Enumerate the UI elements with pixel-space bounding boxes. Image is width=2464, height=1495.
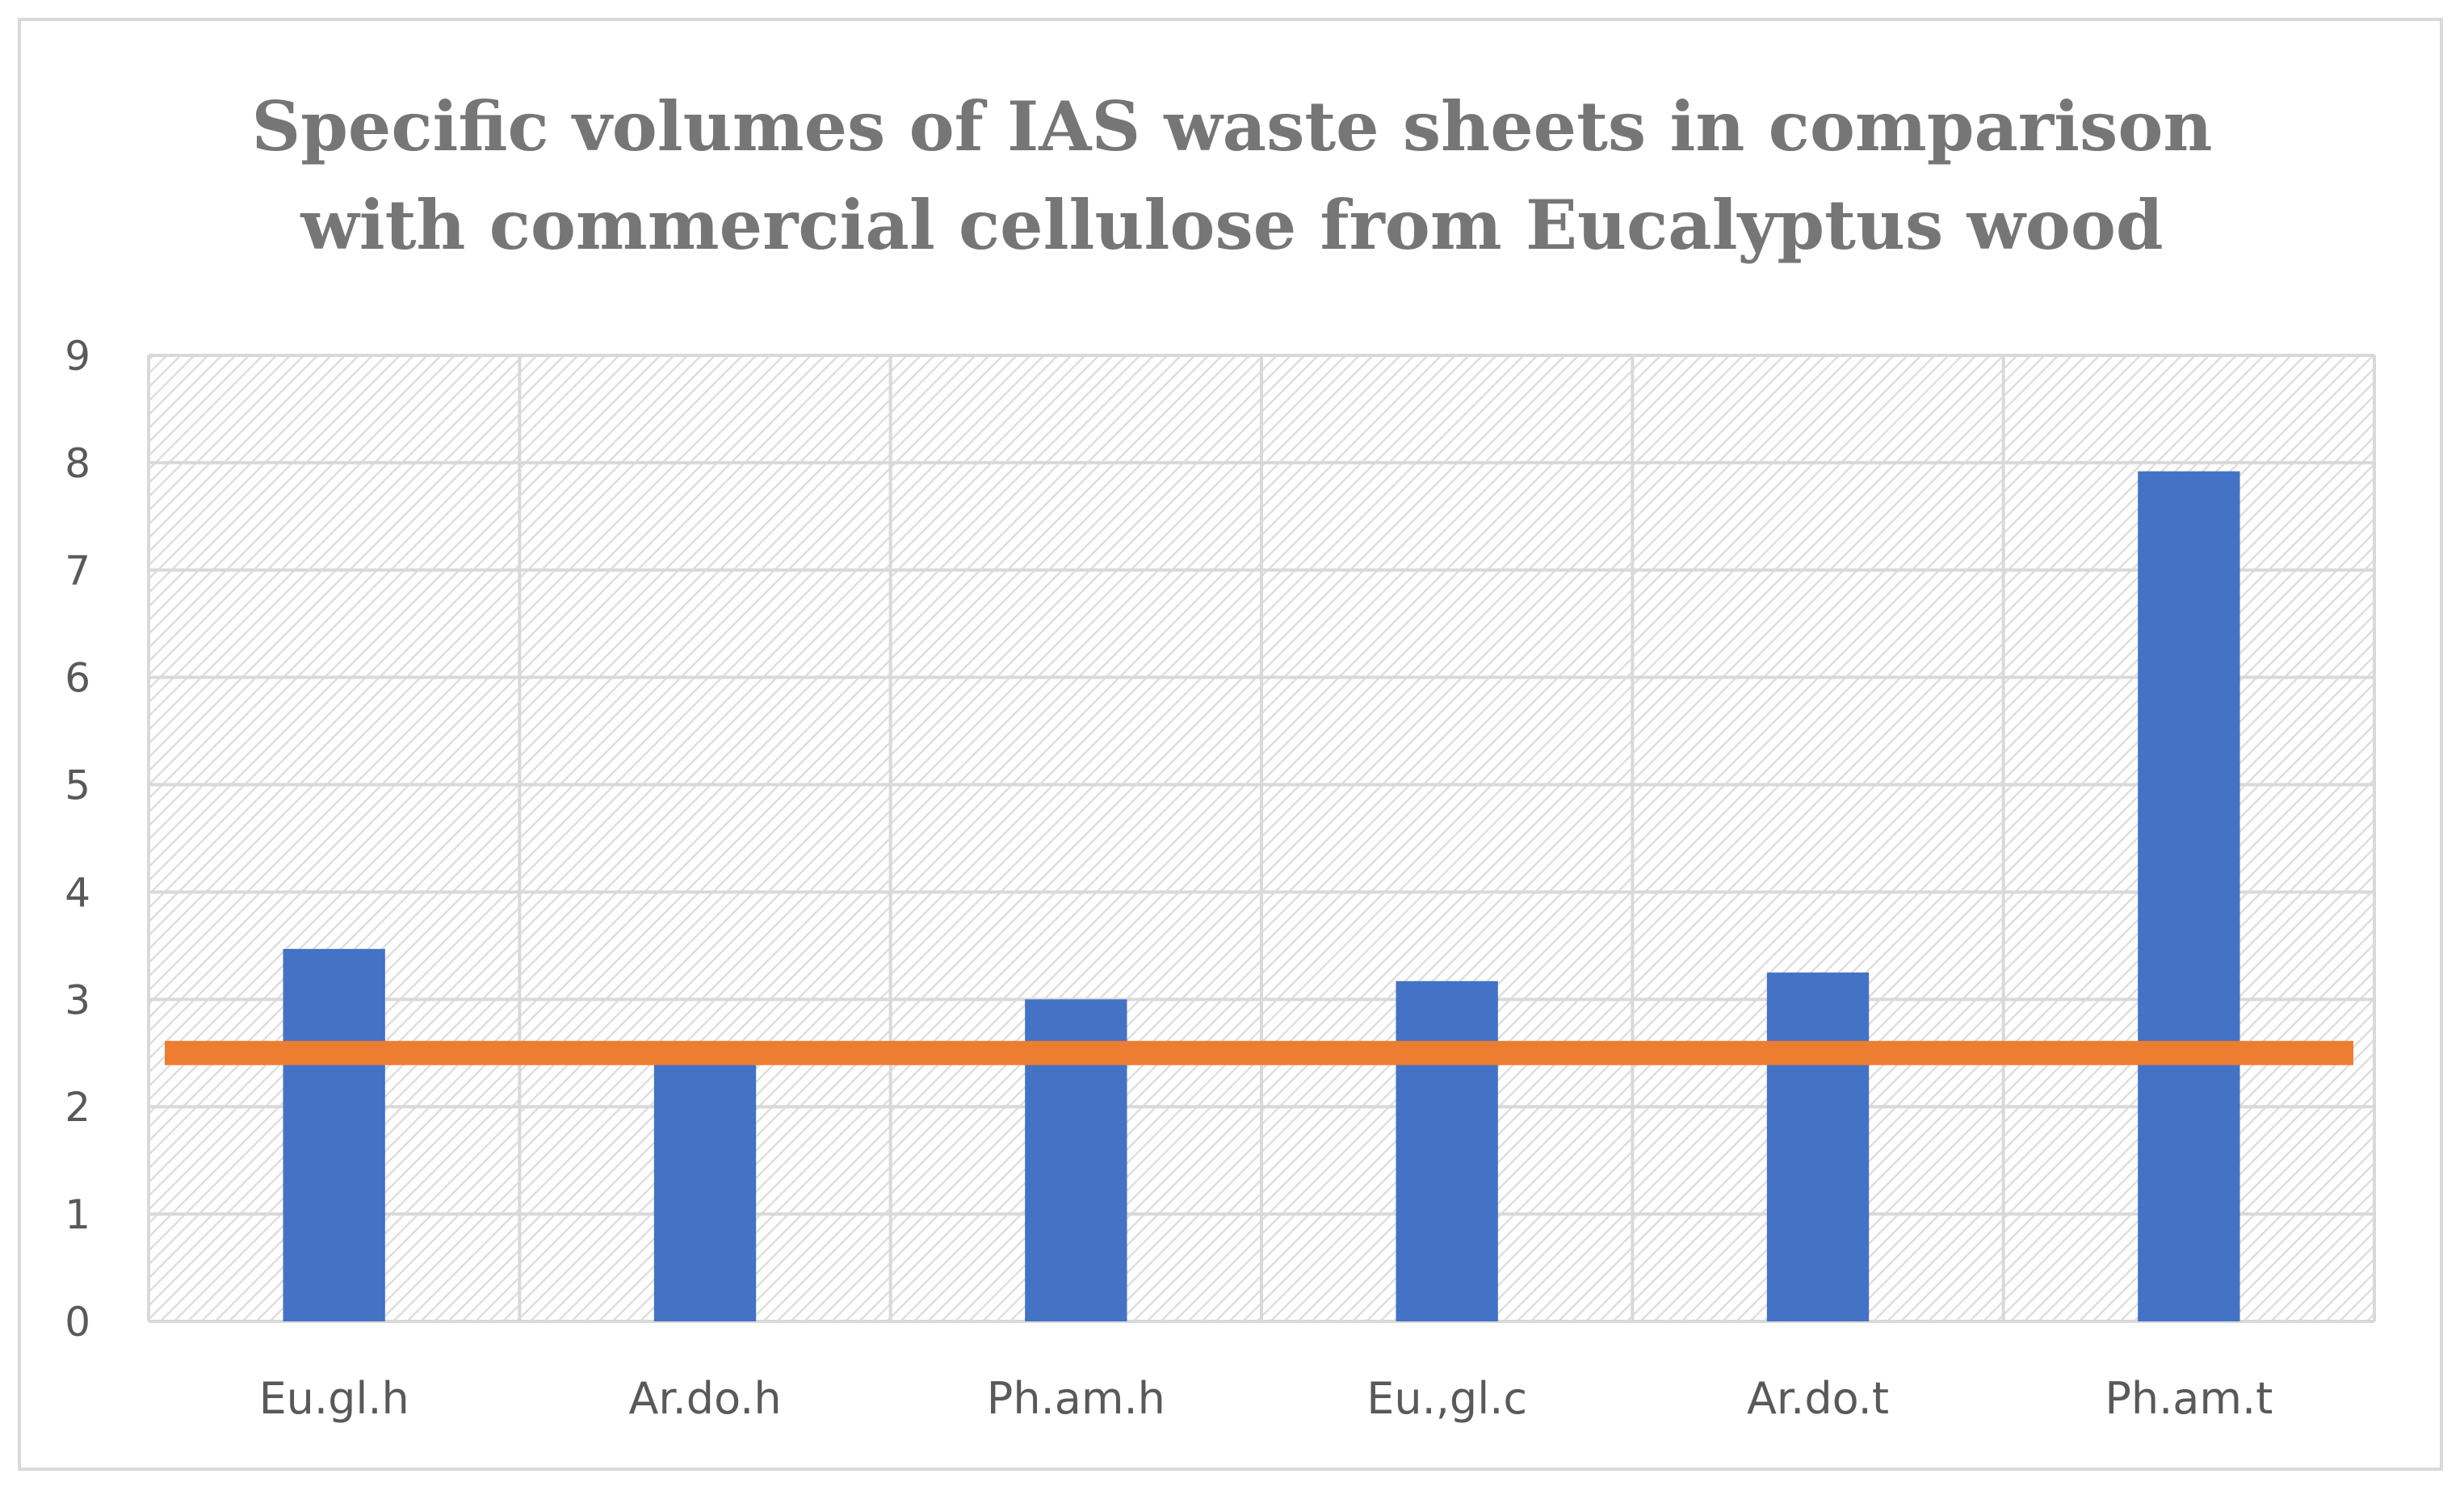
x-tick-label: Ar.do.h [628,1373,781,1424]
x-tick-label: Ph.am.t [2105,1373,2273,1424]
y-tick-label: 8 [65,440,90,487]
x-tick-label: Ar.do.t [1747,1373,1889,1424]
y-tick-label: 5 [65,762,90,809]
gridlines [147,354,2376,1323]
y-tick-label: 2 [65,1084,90,1131]
y-tick-label: 0 [65,1299,90,1346]
y-tick-label: 1 [65,1191,90,1238]
y-tick-label: 9 [65,333,90,380]
bar [283,948,385,1321]
x-axis-ticks: Eu.gl.h Ar.do.h Ph.am.h Eu.,gl.c Ar.do.t Ph.a… [259,1373,2273,1424]
y-tick-label: 4 [65,869,90,916]
bar [653,1058,757,1321]
y-tick-label: 7 [65,548,90,594]
x-tick-label: Ph.am.h [987,1373,1165,1424]
x-tick-label: Eu.gl.h [259,1373,409,1424]
bar [1766,972,1870,1321]
y-tick-label: 3 [65,976,90,1023]
bar [2138,471,2240,1321]
y-tick-label: 6 [65,655,90,702]
chart-title-line-2: with commercial cellulose from Eucalyptu… [300,185,2164,265]
bar-series [283,471,2240,1321]
y-axis-ticks: 0 1 2 3 4 5 6 7 8 9 [65,333,90,1346]
bar [1396,981,1498,1321]
chart-title-line-1: Specific volumes of IAS waste sheets in … [251,86,2213,166]
chart-title: Specific volumes of IAS waste sheets in … [0,78,2464,275]
x-tick-label: Eu.,gl.c [1366,1373,1527,1424]
